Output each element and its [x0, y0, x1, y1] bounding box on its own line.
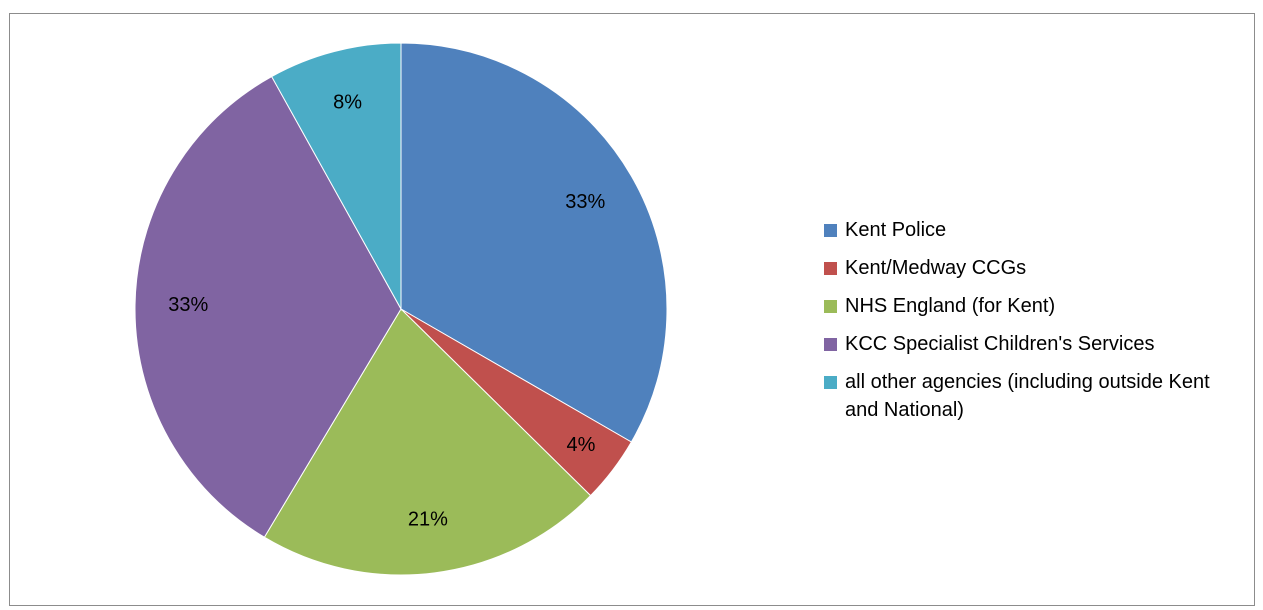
- legend-label-0: Kent Police: [845, 219, 947, 241]
- legend-label-4: all other agencies (including outside Ke…: [845, 371, 1210, 421]
- pie-chart: 33% 4% 21% 33% 8%: [134, 42, 668, 576]
- legend-label-3: KCC Specialist Children's Services: [845, 333, 1155, 355]
- legend-label-2: NHS England (for Kent): [845, 295, 1056, 317]
- pie-slice-2: [263, 308, 592, 576]
- data-label-1: 4%: [566, 434, 595, 456]
- legend-item-0: Kent Police: [821, 216, 1221, 244]
- legend-item-3: KCC Specialist Children's Services: [821, 330, 1221, 358]
- legend: Kent Police Kent/Medway CCGs NHS England (…: [821, 216, 1221, 434]
- data-label-3: 33%: [168, 294, 208, 316]
- pie-slice-4: [270, 42, 402, 311]
- legend-swatch-0: [824, 224, 837, 237]
- legend-item-2: NHS England (for Kent): [821, 292, 1221, 320]
- legend-swatch-4: [824, 376, 837, 389]
- legend-swatch-2: [824, 300, 837, 313]
- legend-swatch-1: [824, 262, 837, 275]
- legend-swatch-3: [824, 338, 837, 351]
- data-label-0: 33%: [565, 191, 605, 213]
- data-label-4: 8%: [333, 91, 362, 113]
- chart-area: 33% 4% 21% 33% 8% Kent Police Kent/Medway CCG…: [9, 13, 1255, 606]
- pie-slice-3: [134, 75, 402, 538]
- legend-item-1: Kent/Medway CCGs: [821, 254, 1221, 282]
- legend-item-4: all other agencies (including outside Ke…: [821, 368, 1221, 424]
- pie-slice-0: [400, 42, 668, 443]
- legend-label-1: Kent/Medway CCGs: [845, 257, 1027, 279]
- data-label-2: 21%: [408, 508, 448, 530]
